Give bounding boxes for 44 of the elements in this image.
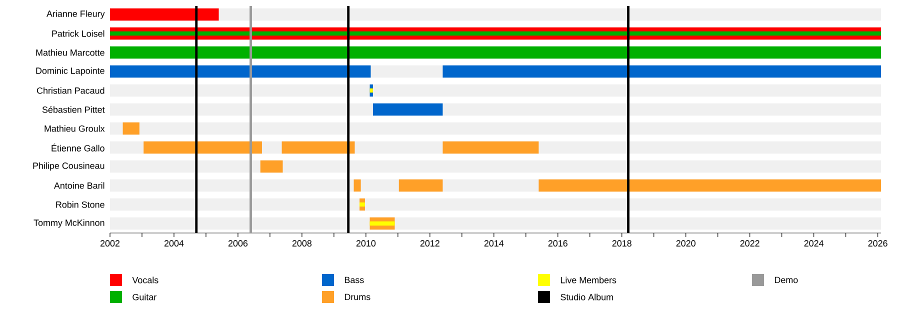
bar: [370, 221, 395, 226]
x-tick-label: 2012: [420, 240, 440, 247]
x-tick-label: 2020: [676, 240, 696, 247]
x-tick-label: 2026: [868, 240, 888, 247]
y-tick-label: Robin Stone: [56, 201, 104, 208]
y-tick-label: Patrick Loisel: [52, 30, 104, 37]
x-tick-label: 2016: [548, 240, 568, 247]
y-tick-label: Sébastien Pittet: [42, 106, 105, 113]
legend-label: Vocals: [132, 276, 158, 284]
bar: [122, 122, 140, 135]
legend-label: Bass: [344, 276, 364, 284]
x-tick-label: 2004: [164, 240, 184, 247]
legend-label: Demo: [774, 276, 798, 284]
x-tick-label: 2022: [740, 240, 760, 247]
x-tick-label: 2008: [292, 240, 312, 247]
y-tick-label: Dominic Lapointe: [36, 67, 104, 76]
x-tick-label: 2024: [804, 240, 824, 247]
y-tick-label: Christian Pacaud: [36, 87, 104, 94]
bar: [442, 141, 539, 154]
y-tick-label: Mathieu Groulx: [44, 125, 105, 132]
x-tick-label: 2002: [100, 240, 120, 247]
bar: [370, 88, 373, 93]
y-tick-label: Arianne Fleury: [46, 10, 105, 19]
x-tick-label: 2018: [612, 240, 632, 247]
bar: [372, 103, 443, 116]
x-tick-label: 2010: [356, 240, 376, 247]
bar: [260, 160, 283, 173]
legend-label: Live Members: [560, 276, 616, 284]
x-tick-label: 2014: [484, 240, 504, 247]
y-tick-label: Tommy McKinnon: [34, 219, 104, 228]
bar: [282, 141, 355, 154]
y-tick-label: Philipe Cousineau: [33, 162, 104, 171]
x-tick-label: 2006: [228, 240, 248, 247]
y-tick-label: Mathieu Marcotte: [36, 49, 104, 56]
bar: [354, 179, 361, 192]
bar: [398, 179, 443, 192]
bar: [144, 141, 262, 154]
legend-label: Drums: [344, 294, 370, 300]
y-tick-label: Antoine Baril: [54, 182, 104, 189]
legend-label: Studio Album: [560, 294, 613, 300]
bar: [110, 8, 219, 21]
y-tick-label: Étienne Gallo: [52, 144, 104, 152]
bar: [360, 202, 365, 207]
legend-label: Guitar: [132, 294, 156, 300]
